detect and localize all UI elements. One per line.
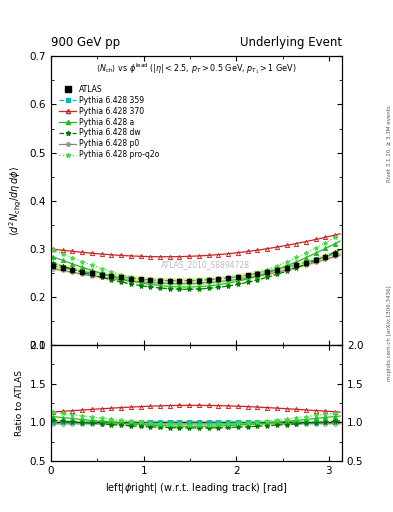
Text: mcplots.cern.ch [arXiv:1306.3436]: mcplots.cern.ch [arXiv:1306.3436] [387,285,392,380]
Text: 900 GeV pp: 900 GeV pp [51,36,120,49]
Text: $\langle N_{\rm ch}\rangle$ vs $\phi^{\rm lead}$ ($|\eta|<2.5$, $p_T>0.5$ GeV, $: $\langle N_{\rm ch}\rangle$ vs $\phi^{\r… [96,60,297,76]
Text: ATLAS_2010_S8894728: ATLAS_2010_S8894728 [161,260,250,269]
Text: Underlying Event: Underlying Event [240,36,342,49]
Text: Rivet 3.1.10, ≥ 3.3M events: Rivet 3.1.10, ≥ 3.3M events [387,105,392,182]
Legend: ATLAS, Pythia 6.428 359, Pythia 6.428 370, Pythia 6.428 a, Pythia 6.428 dw, Pyth: ATLAS, Pythia 6.428 359, Pythia 6.428 37… [58,83,161,161]
X-axis label: left|$\phi$right| (w.r.t. leading track) [rad]: left|$\phi$right| (w.r.t. leading track)… [105,481,288,495]
Y-axis label: $\langle d^2N_{\rm chg}/d\eta\,d\phi\rangle$: $\langle d^2N_{\rm chg}/d\eta\,d\phi\ran… [8,166,24,236]
Y-axis label: Ratio to ATLAS: Ratio to ATLAS [15,370,24,436]
